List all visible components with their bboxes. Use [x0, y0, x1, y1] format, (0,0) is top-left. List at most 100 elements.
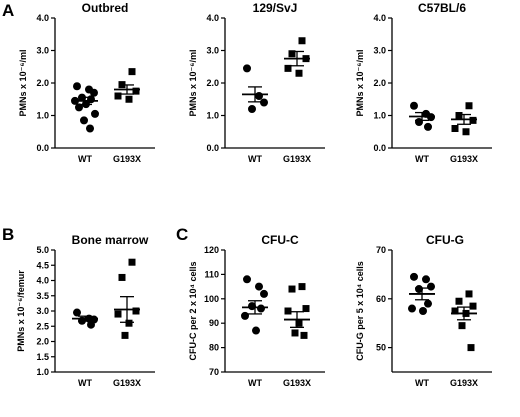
charts-layer: Outbred 0.0 1.0 2.0 3.0 4.0 PMNs x 10⁻⁶/ml WT G1…: [16, 1, 492, 388]
y-tick-label: 1.0: [36, 111, 49, 121]
data-point-square: [132, 307, 140, 315]
data-point-circle: [248, 105, 256, 113]
data-point-circle: [410, 272, 418, 281]
data-point-square: [128, 68, 136, 76]
y-tick-label: 4.0: [36, 276, 49, 286]
panel-letter-a: A: [2, 1, 14, 20]
chart-6: CFU-G 50 60 70 CFU-G per 5 x 10⁴ cells WT G193…: [355, 233, 492, 388]
data-point-circle: [424, 122, 432, 131]
data-point-square: [284, 64, 292, 72]
data-point-circle: [241, 311, 249, 320]
data-point-circle: [80, 116, 88, 125]
data-point-square: [469, 116, 477, 124]
x-category-label: G193X: [283, 378, 311, 388]
data-point-square: [132, 87, 140, 95]
data-point-square: [295, 69, 303, 77]
data-point-circle: [260, 289, 268, 298]
y-tick-label: 0.0: [206, 143, 219, 153]
data-point-circle: [87, 320, 95, 329]
x-category-label: WT: [78, 378, 92, 388]
data-point-circle: [427, 282, 435, 291]
data-point-square: [114, 310, 122, 318]
data-point-circle: [424, 299, 432, 308]
data-point-circle: [86, 124, 94, 133]
data-point-square: [125, 95, 133, 103]
x-category-label: WT: [78, 154, 92, 164]
y-tick-label: 1.5: [36, 352, 49, 362]
data-point-square: [125, 319, 133, 327]
y-tick-label: 100: [204, 294, 219, 304]
y-tick-label: 70: [376, 245, 386, 255]
y-tick-label: 1.0: [373, 111, 386, 121]
chart-2: 129/SvJ 0.0 1.0 2.0 3.0 4.0 PMNs x 10⁻⁶/ml WT G1…: [188, 1, 325, 164]
chart-title: Bone marrow: [72, 233, 149, 247]
data-point-square: [288, 285, 296, 293]
data-point-circle: [260, 98, 268, 107]
data-point-circle: [91, 109, 99, 118]
data-point-circle: [257, 304, 265, 313]
data-point-square: [455, 112, 463, 119]
data-point-square: [118, 273, 126, 281]
x-category-label: G193X: [450, 154, 478, 164]
data-point-square: [128, 258, 136, 266]
data-point-square: [114, 92, 122, 100]
x-category-label: WT: [248, 154, 262, 164]
y-tick-label: 3.5: [36, 291, 49, 301]
data-point-square: [302, 305, 310, 313]
y-tick-label: 2.0: [36, 78, 49, 88]
x-category-label: G193X: [283, 154, 311, 164]
data-point-circle: [252, 326, 260, 335]
data-point-circle: [408, 304, 416, 313]
y-tick-label: 4.5: [36, 260, 49, 270]
data-point-square: [451, 307, 459, 315]
x-category-label: WT: [415, 154, 429, 164]
y-tick-label: 2.0: [373, 78, 386, 88]
y-axis-label: PMNs x 10⁻⁶/ml: [188, 50, 198, 117]
x-category-label: WT: [415, 378, 429, 388]
chart-title: CFU-C: [261, 233, 299, 247]
chart-title: C57BL/6: [418, 1, 466, 15]
y-tick-label: 4.0: [373, 13, 386, 23]
data-point-circle: [90, 88, 98, 97]
y-tick-label: 90: [209, 318, 219, 328]
y-axis-label: CFU-C per 2 x 10⁴ cells: [188, 262, 198, 361]
y-tick-label: 2.0: [36, 337, 49, 347]
data-point-square: [298, 283, 306, 291]
y-tick-label: 80: [209, 343, 219, 353]
chart-title: 129/SvJ: [253, 1, 298, 15]
y-tick-label: 3.0: [373, 46, 386, 56]
y-axis-label: PMNs x 10⁻⁶/ml: [355, 50, 365, 117]
x-category-label: WT: [248, 378, 262, 388]
y-tick-label: 1.0: [36, 367, 49, 377]
data-point-square: [465, 102, 473, 110]
chart-title: CFU-G: [426, 233, 464, 247]
chart-title: Outbred: [82, 1, 129, 15]
y-tick-label: 1.0: [206, 111, 219, 121]
data-point-square: [121, 331, 129, 339]
y-tick-label: 50: [376, 343, 386, 353]
y-tick-label: 70: [209, 367, 219, 377]
data-point-square: [284, 307, 292, 315]
y-tick-label: 5.0: [36, 245, 49, 255]
y-tick-label: 110: [204, 269, 219, 279]
y-tick-label: 3.0: [206, 46, 219, 56]
x-category-label: G193X: [113, 154, 141, 164]
data-point-square: [465, 290, 473, 298]
data-point-square: [462, 128, 470, 136]
data-point-square: [458, 322, 466, 330]
y-axis-label: PMNs x 10⁻⁶/femur: [16, 270, 26, 352]
data-point-square: [288, 50, 296, 58]
data-point-square: [455, 297, 463, 305]
panel-letter-c: C: [176, 225, 188, 244]
y-axis-label: PMNs x 10⁻⁶/ml: [18, 50, 28, 117]
data-point-circle: [415, 285, 423, 294]
chart-1: Outbred 0.0 1.0 2.0 3.0 4.0 PMNs x 10⁻⁶/ml WT G1…: [18, 1, 155, 164]
data-point-circle: [73, 82, 81, 91]
data-point-square: [298, 37, 306, 45]
y-tick-label: 4.0: [36, 13, 49, 23]
y-tick-label: 4.0: [206, 13, 219, 23]
data-point-square: [451, 125, 459, 132]
x-category-label: G193X: [450, 378, 478, 388]
